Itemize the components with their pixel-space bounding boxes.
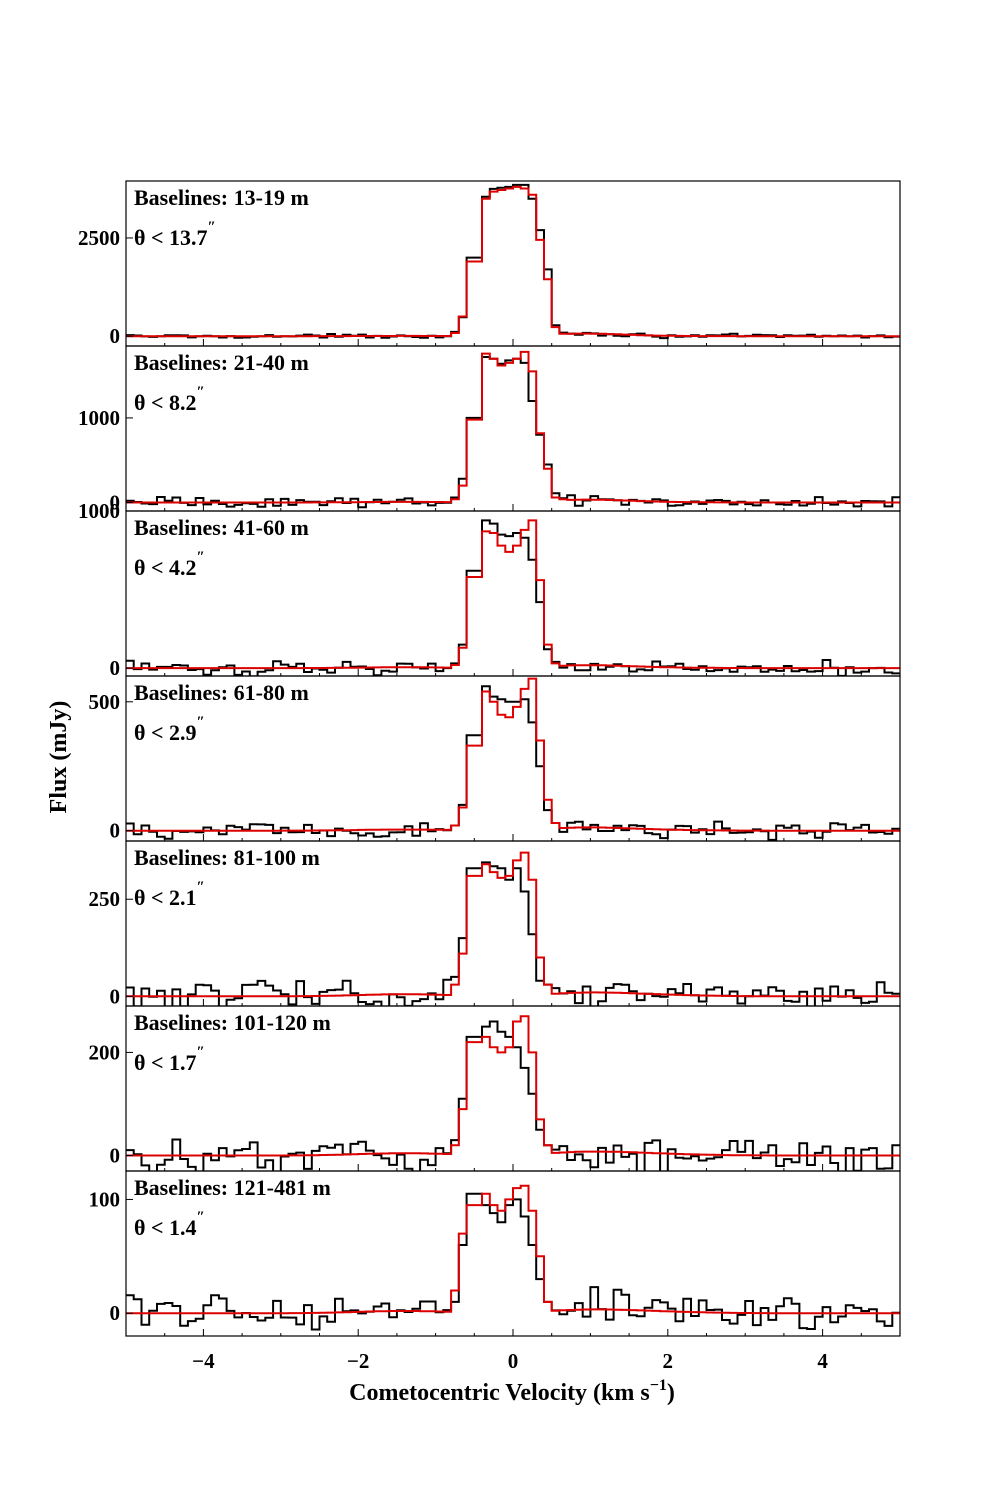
y-tick-label: 0: [110, 1301, 121, 1325]
panel-theta-label: θ < 4.2″: [134, 549, 205, 580]
observed-spectrum-line: [126, 1192, 900, 1331]
panel-series: [126, 183, 900, 340]
panel-theta-superscript: ″: [197, 384, 205, 400]
panel-theta-superscript: ″: [197, 1209, 205, 1225]
panel-theta-label: θ < 13.7″: [134, 219, 216, 250]
panel-series: [126, 1184, 900, 1331]
observed-spectrum-line: [126, 519, 900, 676]
y-tick-label: 1000: [78, 406, 120, 430]
panel-baseline-label: Baselines: 61-80 m: [134, 680, 309, 705]
panel-baseline-label: Baselines: 101-120 m: [134, 1010, 331, 1035]
panel-series: [126, 677, 900, 841]
x-axis-label: Cometocentric Velocity (km s−1): [349, 1377, 675, 1406]
y-axis-label: Flux (mJy): [46, 701, 72, 814]
panel-theta-text: θ < 1.7: [134, 1050, 197, 1075]
panel-baseline-label: Baselines: 13-19 m: [134, 185, 309, 210]
panel-theta-text: θ < 1.4: [134, 1215, 197, 1240]
x-tick-label: 2: [663, 1349, 674, 1373]
model-spectrum-line: [126, 519, 900, 670]
panel-theta-superscript: ″: [197, 549, 205, 565]
y-tick-label: 0: [110, 324, 121, 348]
panel-2: 0 1000 Baselines: 21-40 m θ < 8.2″: [78, 345, 901, 515]
model-spectrum-line: [126, 1184, 900, 1315]
panel-baseline-label: Baselines: 41-60 m: [134, 515, 309, 540]
y-tick-label: 0: [110, 819, 121, 843]
panel-theta-label: θ < 1.4″: [134, 1209, 205, 1240]
model-spectrum-line: [126, 677, 900, 832]
x-tick-label: −2: [347, 1349, 369, 1373]
model-spectrum-line: [126, 185, 900, 338]
observed-spectrum-line: [126, 356, 900, 509]
y-tick-label: 0: [110, 656, 121, 680]
panel-series: [126, 851, 900, 1006]
model-spectrum-line: [126, 350, 900, 504]
y-tick-label: 100: [89, 1187, 121, 1211]
y-tick-label: 500: [89, 690, 121, 714]
y-tick-label: 0: [110, 984, 121, 1008]
panel-theta-label: θ < 1.7″: [134, 1044, 205, 1075]
panel-theta-superscript: ″: [197, 879, 205, 895]
panel-theta-label: θ < 2.1″: [134, 879, 205, 910]
x-tick-label: 0: [508, 1349, 519, 1373]
panel-6: 0 200 Baselines: 101-120 m θ < 1.7″: [89, 1005, 901, 1172]
model-spectrum-line: [126, 1015, 900, 1157]
x-axis-label-close: ): [667, 1380, 675, 1406]
panel-baseline-label: Baselines: 81-100 m: [134, 845, 320, 870]
y-tick-label: 1000: [78, 499, 120, 523]
panel-7: 0 100 Baselines: 121-481 m θ < 1.4″: [89, 1170, 901, 1337]
y-tick-label: 0: [110, 491, 121, 515]
y-tick-label: 250: [89, 887, 121, 911]
observed-spectrum-line: [126, 685, 900, 841]
x-tick-label: 4: [817, 1349, 828, 1373]
x-tick-label: −4: [192, 1349, 215, 1373]
panel-baseline-label: Baselines: 121-481 m: [134, 1175, 331, 1200]
y-tick-label: 0: [110, 1144, 121, 1168]
panel-theta-text: θ < 4.2: [134, 555, 197, 580]
x-axis-label-superscript: −1: [650, 1377, 667, 1394]
panel-theta-label: θ < 2.9″: [134, 714, 205, 745]
panel-theta-text: θ < 8.2: [134, 390, 197, 415]
y-tick-label: 200: [89, 1040, 121, 1064]
panel-theta-superscript: ″: [197, 1044, 205, 1060]
panel-1: 0 2500 Baselines: 13-19 m θ < 13.7″: [78, 180, 901, 348]
panel-series: [126, 1015, 900, 1171]
x-axis: −4 −2 0 2 4: [192, 1349, 828, 1373]
panel-theta-superscript: ″: [197, 714, 205, 730]
model-spectrum-line: [126, 851, 900, 998]
panel-theta-superscript: ″: [208, 219, 216, 235]
panel-series: [126, 519, 900, 676]
panel-theta-text: θ < 2.9: [134, 720, 197, 745]
panel-theta-text: θ < 2.1: [134, 885, 197, 910]
y-tick-label: 2500: [78, 226, 120, 250]
panel-theta-label: θ < 8.2″: [134, 384, 205, 415]
panel-5: 0 250 Baselines: 81-100 m θ < 2.1″: [89, 840, 901, 1008]
panel-baseline-label: Baselines: 21-40 m: [134, 350, 309, 375]
x-axis-label-main: Cometocentric Velocity (km s: [349, 1380, 650, 1406]
panel-series: [126, 350, 900, 509]
panel-4: 0 500 Baselines: 61-80 m θ < 2.9″: [89, 675, 901, 843]
panel-theta-text: θ < 13.7: [134, 225, 208, 250]
panel-3: 0 1000 Baselines: 41-60 m θ < 4.2″: [78, 499, 901, 680]
observed-spectrum-line: [126, 861, 900, 1006]
